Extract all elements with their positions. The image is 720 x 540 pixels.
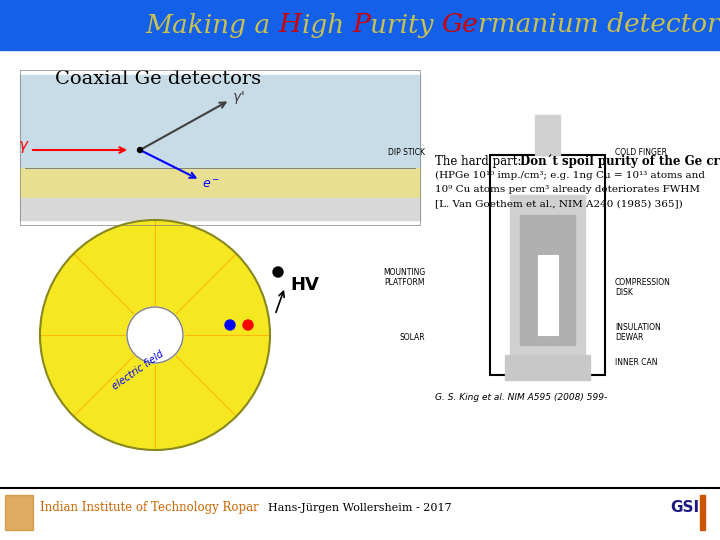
Text: Indian Institute of Technology Ropar: Indian Institute of Technology Ropar [40,502,258,515]
Text: igh: igh [302,12,352,37]
Text: $e^-$: $e^-$ [202,178,220,191]
Text: MOUNTING
PLATFORM: MOUNTING PLATFORM [383,268,425,287]
Text: rmanium detector: rmanium detector [479,12,720,37]
Text: SOLAR: SOLAR [400,333,425,342]
Bar [20,198,420,220]
Bar [490,155,605,375]
Text: GSI: GSI [670,501,700,516]
Text: Making a: Making a [145,12,279,37]
Text: urity: urity [370,12,442,37]
Circle shape [138,147,143,152]
Bar [510,195,585,355]
Text: [L. Van Goethem et al., NIM A240 (1985) 365]): [L. Van Goethem et al., NIM A240 (1985) … [435,199,683,208]
Text: DIP STICK: DIP STICK [388,148,425,157]
Text: Coaxial Ge detectors: Coaxial Ge detectors [55,70,261,88]
Circle shape [127,307,183,363]
Bar [0,50,720,490]
Text: COLD FINGER: COLD FINGER [615,148,667,157]
Text: COMPRESSION
DISK: COMPRESSION DISK [615,278,671,297]
Bar [20,70,420,225]
Bar [520,215,575,345]
Text: 10⁹ Cu atoms per cm³ already deteriorates FWHM: 10⁹ Cu atoms per cm³ already deteriorate… [435,185,700,194]
Text: Don´t spoil purity of the Ge crystal: Don´t spoil purity of the Ge crystal [520,155,720,168]
Circle shape [225,320,235,330]
Text: P: P [352,12,370,37]
Bar [5,495,33,530]
Bar [20,75,420,170]
Text: Hans-Jürgen Wollersheim - 2017: Hans-Jürgen Wollersheim - 2017 [268,503,452,513]
Text: INSULATION
DEWAR: INSULATION DEWAR [615,322,661,342]
Text: (HPGe 10¹⁰ imp./cm³; e.g. 1ng Cu = 10¹³ atoms and: (HPGe 10¹⁰ imp./cm³; e.g. 1ng Cu = 10¹³ … [435,171,705,180]
Bar [700,495,705,530]
Bar [538,255,558,335]
Circle shape [40,220,270,450]
Bar [505,355,590,380]
Circle shape [243,320,253,330]
Text: HV: HV [290,276,319,294]
Bar [0,0,720,50]
Text: The hard part:: The hard part: [435,155,529,168]
Text: H: H [279,12,302,37]
Bar [535,115,560,155]
Text: electric field: electric field [110,349,165,392]
Text: $\gamma$: $\gamma$ [18,139,30,155]
Bar [20,168,420,200]
Text: INNER CAN: INNER CAN [615,358,657,367]
Circle shape [273,267,283,277]
Text: Ge: Ge [442,12,479,37]
Text: G. S. King et al. NIM A595 (2008) 599-: G. S. King et al. NIM A595 (2008) 599- [435,393,607,402]
Text: $\gamma$': $\gamma$' [232,89,245,105]
